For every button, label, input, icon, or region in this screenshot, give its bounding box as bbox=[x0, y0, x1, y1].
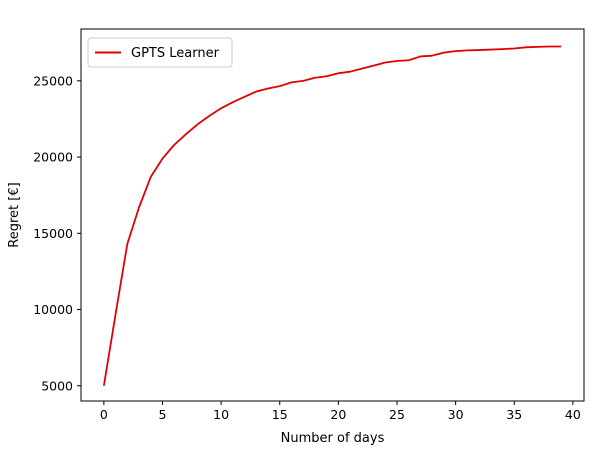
y-tick-label: 25000 bbox=[33, 73, 73, 88]
y-tick-label: 20000 bbox=[33, 150, 73, 165]
x-tick-label: 25 bbox=[389, 407, 405, 422]
y-tick-label: 10000 bbox=[33, 302, 73, 317]
legend: GPTS Learner bbox=[87, 37, 233, 68]
legend-box bbox=[87, 37, 233, 68]
legend-entry-label: GPTS Learner bbox=[131, 46, 220, 61]
x-axis-label: Number of days bbox=[281, 431, 385, 446]
x-tick-label: 15 bbox=[272, 407, 288, 422]
y-tick-label: 5000 bbox=[41, 378, 73, 393]
x-tick-label: 20 bbox=[330, 407, 346, 422]
plot-area bbox=[102, 45, 562, 386]
axis-ticks: 0 5 10 15 20 25 30 35 40 5000 10000 15000 20000 25000 bbox=[33, 73, 581, 422]
series-line-gpts-learner bbox=[102, 45, 562, 386]
x-tick-label: 0 bbox=[100, 407, 108, 422]
x-tick-label: 35 bbox=[506, 407, 522, 422]
x-tick-label: 40 bbox=[565, 407, 581, 422]
x-tick-label: 10 bbox=[213, 407, 229, 422]
x-tick-label: 5 bbox=[159, 407, 167, 422]
y-tick-label: 15000 bbox=[33, 226, 73, 241]
x-tick-label: 30 bbox=[448, 407, 464, 422]
y-axis-label: Regret [€] bbox=[7, 182, 22, 247]
axes-frame bbox=[80, 28, 585, 402]
